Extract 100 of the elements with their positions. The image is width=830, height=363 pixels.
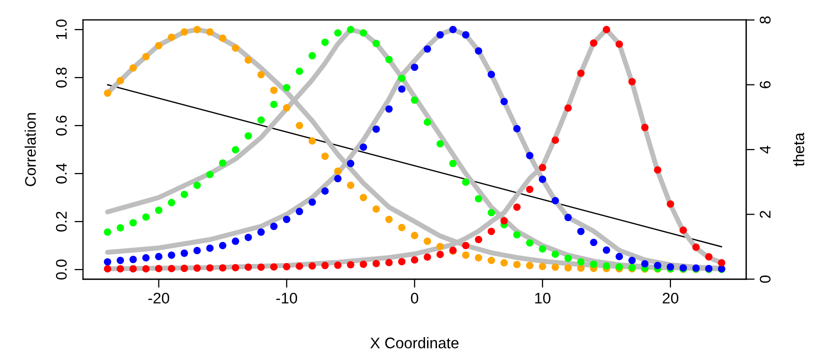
y2-tick-label: 0 (760, 275, 771, 283)
point (104, 258, 112, 266)
point (513, 260, 521, 268)
point (590, 260, 598, 268)
point (270, 86, 278, 94)
point (346, 26, 354, 34)
point (334, 262, 342, 269)
point (270, 100, 278, 108)
point (666, 200, 674, 208)
point (628, 256, 636, 264)
point (449, 26, 457, 34)
point (129, 265, 137, 272)
point (193, 182, 201, 189)
point (193, 26, 201, 34)
point (577, 258, 585, 266)
point (577, 228, 585, 236)
point (308, 52, 316, 60)
point (219, 264, 226, 272)
point (602, 246, 610, 254)
point (410, 256, 418, 264)
point (219, 242, 226, 250)
point (577, 264, 585, 272)
point (488, 256, 496, 264)
point (590, 39, 598, 47)
point (705, 253, 712, 261)
point (424, 118, 432, 126)
y-axis-title: Correlation (24, 113, 36, 186)
point (206, 170, 214, 178)
point (168, 34, 176, 41)
point (142, 254, 150, 262)
x-tick-label: 20 (662, 292, 678, 304)
y2-axis-title: theta (793, 132, 804, 166)
point (577, 70, 585, 77)
point (168, 251, 176, 259)
point (628, 78, 636, 86)
point (564, 214, 572, 222)
point (206, 244, 214, 252)
point (538, 164, 546, 172)
point (206, 28, 214, 36)
x-tick-label: -10 (276, 292, 298, 304)
point (193, 264, 201, 272)
point (257, 71, 265, 78)
point (513, 203, 521, 211)
point (244, 56, 252, 64)
point (590, 238, 598, 246)
point (424, 253, 432, 261)
point (410, 232, 418, 240)
point (104, 265, 112, 272)
point (410, 64, 418, 71)
point (526, 152, 534, 160)
point (129, 219, 137, 226)
point (321, 187, 329, 195)
point (296, 208, 304, 216)
y2-tick-label: 8 (760, 16, 771, 24)
point (244, 263, 252, 271)
point (270, 263, 278, 271)
point (296, 68, 304, 75)
point (372, 125, 380, 133)
point (219, 159, 226, 167)
point (142, 213, 150, 221)
point (538, 262, 546, 270)
point (346, 160, 354, 168)
point (602, 26, 610, 34)
point (360, 143, 368, 151)
point (116, 77, 124, 84)
point (462, 31, 470, 39)
point (552, 250, 559, 258)
point (372, 260, 380, 268)
point (155, 42, 162, 50)
point (116, 256, 124, 264)
y-tick-label: 0.6 (56, 116, 67, 136)
point (321, 38, 329, 46)
point (180, 28, 188, 36)
point (436, 242, 444, 250)
x-tick-label: 10 (535, 292, 550, 304)
point (398, 258, 406, 266)
point (257, 228, 265, 236)
point (321, 262, 329, 270)
point (424, 45, 432, 53)
point (616, 252, 623, 260)
point (552, 263, 559, 271)
y2-tick-label: 2 (760, 210, 770, 218)
point (564, 264, 572, 272)
point (155, 264, 162, 272)
y-tick-label: 0.8 (56, 68, 67, 88)
y-tick-label: 0.4 (56, 163, 67, 184)
point (155, 252, 162, 260)
point (616, 40, 623, 48)
point (526, 262, 534, 270)
point (308, 137, 316, 145)
point (142, 53, 150, 60)
point (654, 166, 662, 174)
point (513, 125, 521, 132)
point (129, 256, 137, 264)
point (282, 104, 290, 112)
point (282, 84, 290, 92)
point (436, 250, 444, 258)
point (410, 96, 418, 104)
point (654, 262, 662, 270)
point (641, 124, 649, 132)
